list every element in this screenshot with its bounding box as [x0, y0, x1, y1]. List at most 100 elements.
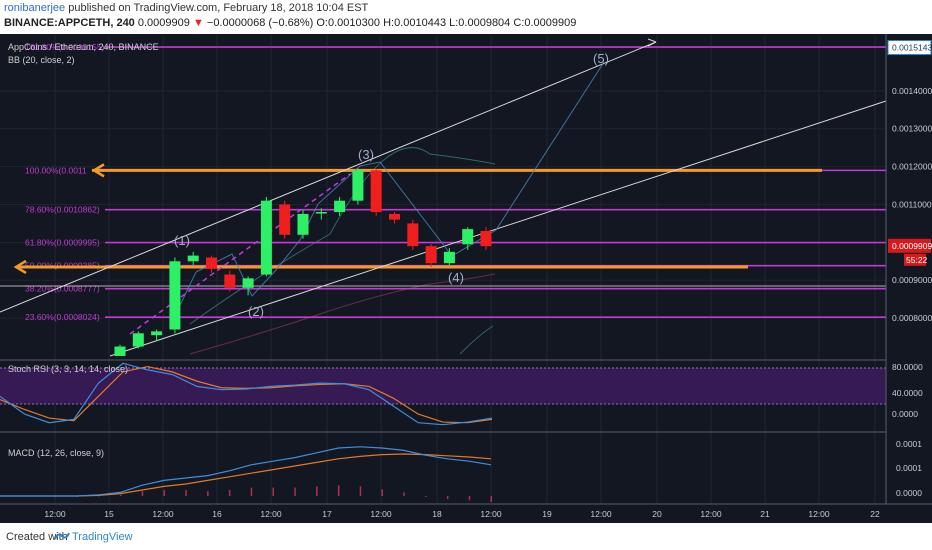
wave-label: (2) [248, 304, 264, 319]
time-axis-label: 16 [212, 509, 222, 519]
candle-up [315, 212, 327, 214]
time-axis-label: 12:00 [260, 509, 282, 519]
candle-down [480, 230, 492, 247]
candle-up [334, 200, 346, 213]
macd-histogram-bar [294, 487, 296, 496]
macd-histogram-bar [381, 489, 383, 496]
macd-histogram-bar [468, 496, 471, 501]
price-axis-label: 0.0009000 [892, 275, 932, 285]
change-value: −0.0000068 (−0.68%) [206, 17, 314, 29]
macd-histogram-bar [337, 485, 340, 496]
candle-up [352, 170, 364, 201]
high-value: H:0.0010443 [383, 17, 447, 29]
candle-down [425, 246, 437, 264]
macd-histogram-bar [163, 490, 165, 496]
elliott-wave-path [169, 61, 605, 327]
macd-signal-line [0, 453, 492, 497]
macd-histogram-bar [207, 491, 209, 496]
tradingview-brand-link[interactable]: TradingView [72, 531, 133, 543]
orange-arrow-left-icon [13, 259, 27, 275]
macd-histogram-bar [272, 487, 274, 496]
rsi-axis-label: 0.0000 [892, 409, 918, 419]
time-axis-label: 12:00 [700, 509, 722, 519]
price-axis-label: 0.0015143 [892, 43, 932, 53]
wave-label: (5) [593, 51, 609, 66]
candles [114, 168, 492, 356]
channel-lower-line [109, 100, 887, 357]
time-axis-label: 15 [104, 509, 114, 519]
bb-indicator-label: BB (20, close, 2) [8, 55, 75, 65]
stoch-rsi-lines [0, 362, 493, 426]
candle-up [297, 213, 309, 235]
macd-axis-label: 0.0001 [896, 463, 922, 473]
macd-histogram-bar [425, 496, 427, 497]
price-axis-label: 0.0008000 [892, 313, 932, 323]
macd-histogram-bar [141, 491, 144, 496]
countdown-label: 55:22 [906, 255, 928, 265]
current-price-badge [888, 238, 931, 253]
channel-arrow-icon [647, 38, 657, 47]
candle-down [407, 223, 419, 247]
published-text: published on TradingView.com, February 1… [68, 2, 369, 14]
time-axis[interactable]: 12:00 15 12:00 16 12:00 17 12:00 18 12:00 19 12:00… [44, 509, 880, 519]
rsi-axis-label: 80.0000 [892, 362, 923, 372]
stoch-rsi-k-line [0, 362, 493, 426]
fib-level-label: 23.60%(0.0008024) [25, 312, 100, 322]
stoch-rsi-label: Stoch RSI (3, 3, 14, 14, close) [8, 364, 128, 374]
wave-label: (4) [448, 270, 464, 285]
channel-upper-line [0, 41, 657, 313]
candle-up [443, 251, 455, 264]
fib-level-label: 161.80%(0.0015155) [25, 42, 105, 52]
close-value: C:0.0009909 [513, 17, 577, 29]
time-axis-label: 18 [432, 509, 442, 519]
open-value: O:0.0010300 [316, 17, 380, 29]
created-with-text: Created with [6, 531, 68, 543]
macd-histogram-bar [403, 492, 405, 496]
time-axis-label: 17 [322, 509, 332, 519]
candle-up [114, 346, 126, 356]
macd-axis-label: 0.0000 [896, 488, 922, 498]
candle-down [279, 204, 291, 235]
price-level-badge [887, 40, 932, 56]
macd-histogram-bar [119, 494, 122, 496]
macd-histogram-bar [446, 496, 449, 499]
candle-up [187, 255, 199, 262]
last-price: 0.0009909 [137, 17, 190, 29]
time-axis-label: 12:00 [480, 509, 502, 519]
fib-level-label: 78.60%(0.0010862) [25, 205, 100, 215]
symbol-title: AppCoins / Ethereum, 240, BINANCE [8, 42, 159, 52]
bb-basis [189, 273, 496, 355]
fib-level-label: 38.20%(0.0008777) [25, 284, 100, 294]
wave-label: (1) [174, 233, 190, 248]
stoch-rsi-d-line [0, 365, 493, 424]
macd-histogram-bar [250, 487, 253, 496]
grid-lines [0, 34, 886, 504]
price-axis-label: 0.0014000 [892, 86, 932, 96]
time-axis-label: 22 [870, 509, 880, 519]
rsi-band [0, 368, 886, 404]
tradingview-logo-icon[interactable] [54, 529, 70, 543]
macd-axis-label: 0.0001 [896, 439, 922, 449]
header-bar: ronibanerjee published on TradingView.co… [0, 0, 932, 34]
ohlc-line: BINANCE:APPCETH, 240 0.0009909 ▼ −0.0000… [4, 17, 576, 29]
price-axis[interactable]: 0.0015143 0.0014000 0.0013000 0.0012000 0.00… [887, 40, 932, 498]
low-value: L:0.0009804 [449, 17, 511, 29]
time-axis-label: 12:00 [370, 509, 392, 519]
dashed-trend-line [129, 173, 351, 335]
time-axis-label: 21 [760, 509, 770, 519]
orange-arrow-left-icon [91, 163, 105, 178]
down-arrow-icon: ▼ [192, 17, 204, 29]
time-axis-label: 12:00 [808, 509, 830, 519]
chart-background [0, 34, 932, 523]
wave-annotations: (1) (2) (3) (4) (5) [174, 51, 609, 319]
candle-up [169, 261, 181, 330]
time-axis-label: 12:00 [152, 509, 174, 519]
author-link[interactable]: ronibanerjee [4, 2, 66, 14]
candle-down [389, 213, 400, 220]
price-axis-label: 0.0012000 [892, 162, 932, 172]
time-axis-label: 20 [652, 509, 662, 519]
macd-histogram-bar [316, 486, 318, 496]
chart-canvas[interactable]: 161.80%(0.0015155) 100.00%(0.0011 78.60%(0… [0, 34, 932, 523]
time-axis-label: 12:00 [590, 509, 612, 519]
macd-lines [0, 446, 492, 502]
